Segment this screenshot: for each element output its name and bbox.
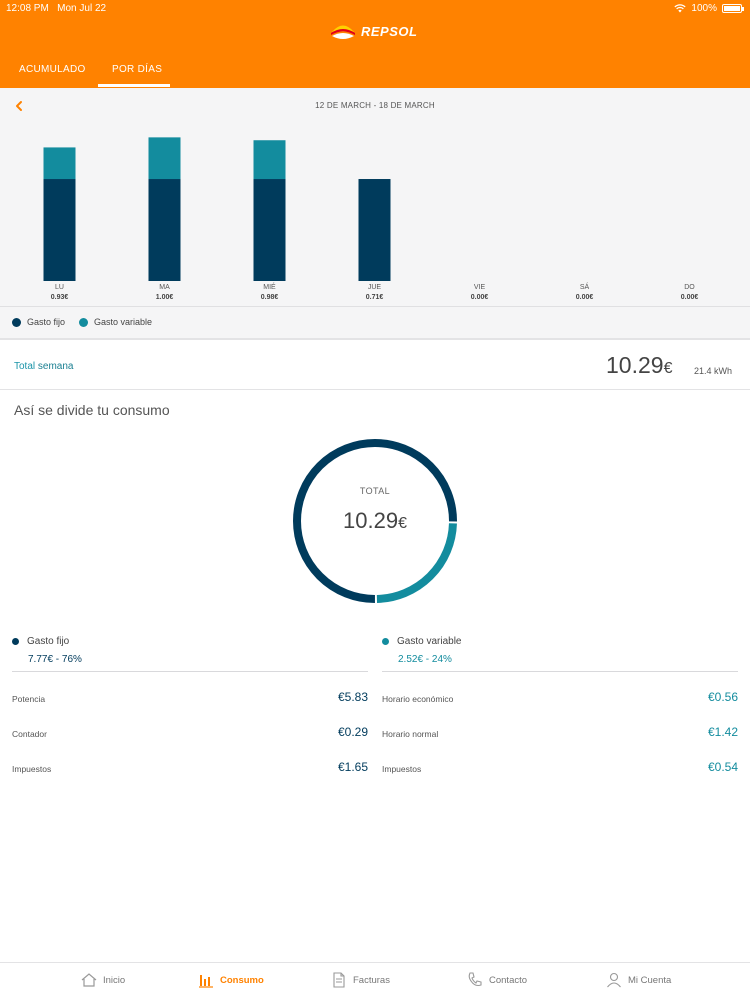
nav-mi-cuenta[interactable]: Mi Cuenta bbox=[605, 971, 671, 989]
variable-row-economico: Horario económico €0.56 bbox=[382, 690, 738, 710]
legend-item-fijo: Gasto fijo bbox=[12, 317, 65, 327]
variable-dot bbox=[382, 638, 389, 645]
status-bar: 12:08 PM Mon Jul 22 100% bbox=[0, 0, 750, 16]
row-value: €1.42 bbox=[707, 725, 738, 739]
total-label: Total semana bbox=[14, 361, 74, 372]
bar-total-label: 0.00€ bbox=[576, 294, 594, 301]
legend-label-variable: Gasto variable bbox=[94, 317, 153, 327]
nav-label: Contacto bbox=[489, 974, 528, 986]
bar-total-label: 1.00€ bbox=[156, 294, 174, 301]
nav-contacto[interactable]: Contacto bbox=[466, 971, 527, 989]
bar-variable-1 bbox=[148, 137, 181, 180]
user-icon bbox=[607, 972, 621, 988]
status-time: 12:08 PM Mon Jul 22 bbox=[6, 3, 107, 14]
fijo-row-potencia: Potencia €5.83 bbox=[12, 690, 368, 710]
bar-total-label: 0.00€ bbox=[471, 294, 489, 301]
repsol-logo: REPSOL bbox=[330, 22, 417, 40]
nav-consumo[interactable]: Consumo bbox=[197, 971, 264, 989]
row-value: €1.65 bbox=[337, 760, 368, 774]
total-value: 10.29€ bbox=[606, 352, 673, 378]
wifi-icon bbox=[674, 4, 687, 13]
daily-bar-chart: LU 0.93€ MA 1.00€ MIÉ 0.98€ JUE 0.71€ VIE 0.00€ SÁ… bbox=[43, 137, 699, 301]
repsol-logo-icon bbox=[331, 25, 355, 39]
donut-total-label: TOTAL bbox=[359, 486, 391, 496]
chevron-left-icon[interactable] bbox=[12, 99, 26, 113]
bar-fijo-1 bbox=[148, 179, 181, 281]
legend-divider bbox=[0, 306, 750, 307]
bar-variable-2 bbox=[253, 140, 286, 180]
nav-facturas[interactable]: Facturas bbox=[330, 971, 390, 989]
row-value: €5.83 bbox=[337, 690, 368, 704]
row-label: Impuestos bbox=[382, 764, 422, 774]
nav-inicio[interactable]: Inicio bbox=[80, 971, 125, 989]
bottom-navigation: Inicio Consumo Facturas Contacto Mi Cuen… bbox=[0, 962, 750, 1000]
x-tick-label: LU bbox=[55, 284, 64, 291]
nav-label: Facturas bbox=[353, 974, 390, 986]
bar-total-label: 0.93€ bbox=[51, 294, 69, 301]
document-icon bbox=[333, 972, 345, 988]
variable-amount: 2.52€ - 24% bbox=[398, 654, 452, 665]
chart-legend: Gasto fijo Gasto variable bbox=[12, 317, 166, 327]
active-tab-indicator bbox=[98, 84, 170, 87]
nav-label: Mi Cuenta bbox=[628, 974, 672, 986]
breakdown-title: Así se divide tu consumo bbox=[14, 402, 170, 418]
x-tick-label: JUE bbox=[368, 284, 382, 291]
nav-label: Inicio bbox=[103, 974, 126, 986]
bar-fijo-3 bbox=[358, 179, 391, 281]
variable-row-normal: Horario normal €1.42 bbox=[382, 725, 738, 745]
brand-name: REPSOL bbox=[361, 23, 418, 39]
x-tick-label: VIE bbox=[474, 284, 486, 291]
row-value: €0.54 bbox=[707, 760, 738, 774]
variable-title: Gasto variable bbox=[382, 636, 461, 647]
date-range-label: 12 DE MARCH - 18 DE MARCH bbox=[315, 101, 435, 110]
row-label: Horario normal bbox=[382, 729, 439, 739]
daily-chart-panel: 12 DE MARCH - 18 DE MARCH LU 0.93€ MA 1.00€… bbox=[0, 88, 750, 340]
fijo-amount: 7.77€ - 76% bbox=[28, 654, 82, 665]
status-right: 100% bbox=[674, 3, 744, 14]
row-label: Contador bbox=[12, 729, 47, 739]
home-icon bbox=[81, 973, 97, 987]
bar-chart-icon bbox=[199, 975, 213, 988]
row-label: Potencia bbox=[12, 694, 46, 704]
nav-label: Consumo bbox=[220, 974, 264, 986]
row-label: Horario económico bbox=[382, 694, 454, 704]
fijo-title: Gasto fijo bbox=[12, 636, 69, 647]
week-total-row: Total semana 10.29€ 21.4 kWh bbox=[0, 342, 750, 390]
legend-dot-fijo bbox=[12, 317, 21, 327]
bar-variable-0 bbox=[43, 147, 76, 180]
donut-total-value: 10.29€ bbox=[343, 508, 407, 533]
x-tick-label: DO bbox=[684, 284, 695, 291]
consumption-donut-chart bbox=[293, 439, 457, 603]
variable-row-impuestos: Impuestos €0.54 bbox=[382, 760, 738, 780]
app-header: 12:08 PM Mon Jul 22 100% REPSOL ACUMULAD… bbox=[0, 0, 750, 88]
battery-percent: 100% bbox=[691, 3, 717, 14]
row-value: €0.29 bbox=[337, 725, 368, 739]
fijo-summary: Gasto fijo 7.77€ - 76% bbox=[12, 634, 368, 672]
phone-icon bbox=[468, 972, 482, 987]
battery-icon bbox=[722, 4, 744, 13]
x-tick-label: MIÉ bbox=[263, 282, 276, 291]
total-kwh: 21.4 kWh bbox=[694, 366, 733, 376]
fijo-row-impuestos: Impuestos €1.65 bbox=[12, 760, 368, 780]
fijo-row-contador: Contador €0.29 bbox=[12, 725, 368, 745]
bar-fijo-2 bbox=[253, 179, 286, 281]
legend-item-variable: Gasto variable bbox=[79, 317, 152, 327]
bar-total-label: 0.00€ bbox=[681, 294, 699, 301]
tab-acumulado[interactable]: ACUMULADO bbox=[19, 64, 86, 75]
x-tick-label: SÁ bbox=[580, 282, 590, 291]
variable-summary: Gasto variable 2.52€ - 24% bbox=[382, 634, 738, 672]
fijo-dot bbox=[12, 638, 19, 645]
tab-por-dias[interactable]: POR DÍAS bbox=[112, 64, 163, 75]
tab-bar: ACUMULADO POR DÍAS bbox=[0, 56, 750, 88]
bar-total-label: 0.71€ bbox=[366, 294, 384, 301]
legend-label-fijo: Gasto fijo bbox=[27, 317, 66, 327]
legend-dot-variable bbox=[79, 317, 89, 327]
bar-total-label: 0.98€ bbox=[261, 294, 279, 301]
donut-segment-fijo bbox=[293, 439, 457, 603]
bar-fijo-0 bbox=[43, 179, 76, 281]
row-value: €0.56 bbox=[707, 690, 738, 704]
x-tick-label: MA bbox=[159, 284, 170, 291]
row-label: Impuestos bbox=[12, 764, 52, 774]
